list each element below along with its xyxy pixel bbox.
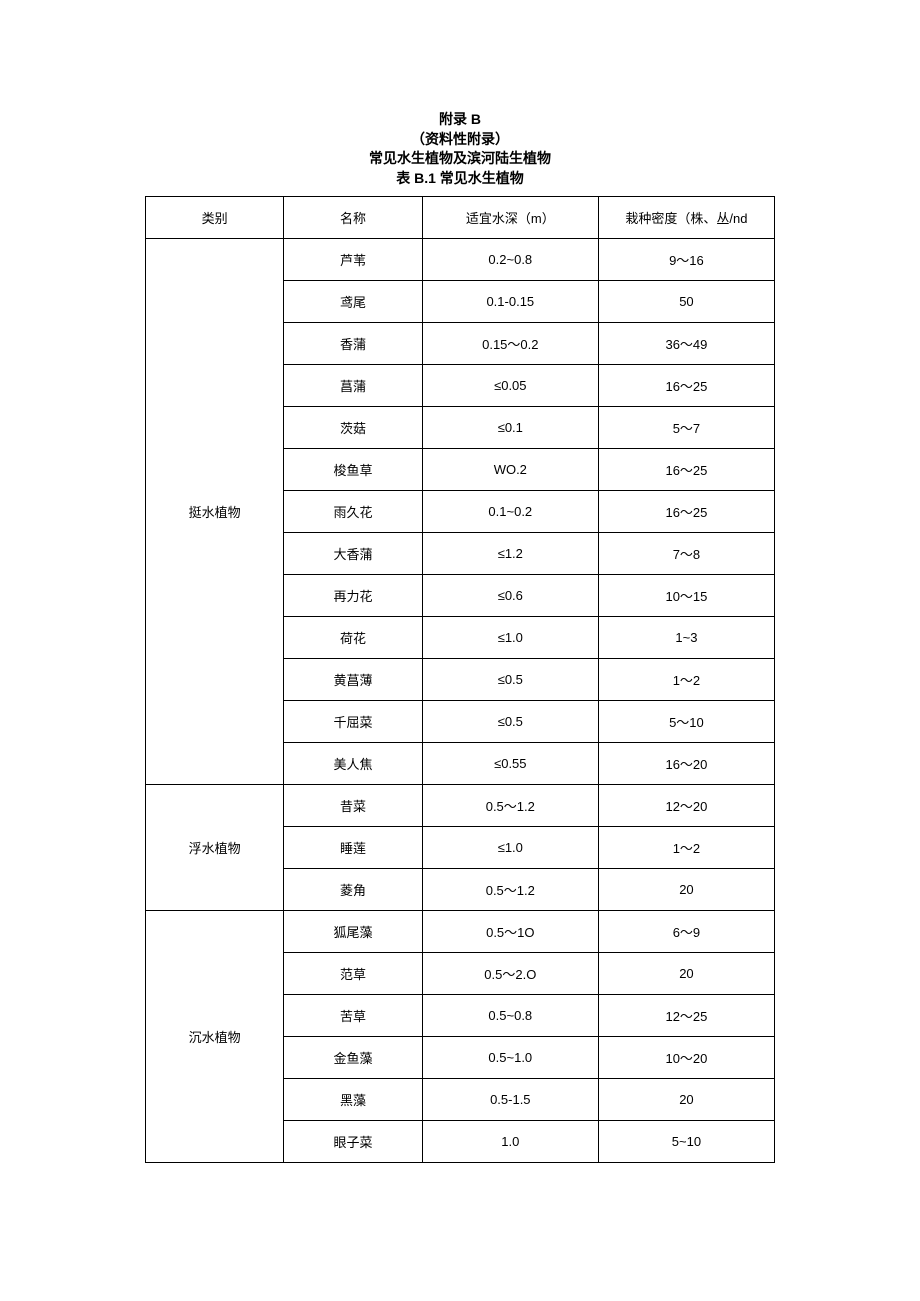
- depth-cell: ≤0.5: [422, 659, 598, 701]
- table-body: 挺水植物芦苇0.2~0.89～16鸢尾0.1-0.1550香蒲0.15～0.23…: [146, 239, 775, 1163]
- depth-cell: ≤1.0: [422, 827, 598, 869]
- table-row: 浮水植物昔菜0.5～1.212～20: [146, 785, 775, 827]
- depth-cell: 0.1~0.2: [422, 491, 598, 533]
- plant-name-cell: 狐尾藻: [284, 911, 422, 953]
- table-header-row: 类别 名称 适宜水深（m） 栽种密度（株、丛/nd: [146, 197, 775, 239]
- density-cell: 16～25: [598, 449, 774, 491]
- depth-cell: ≤0.5: [422, 701, 598, 743]
- plant-name-cell: 雨久花: [284, 491, 422, 533]
- category-cell: 浮水植物: [146, 785, 284, 911]
- density-cell: 9～16: [598, 239, 774, 281]
- column-header-density: 栽种密度（株、丛/nd: [598, 197, 774, 239]
- density-cell: 1~3: [598, 617, 774, 659]
- depth-cell: 0.5～1.2: [422, 785, 598, 827]
- aquatic-plants-table: 类别 名称 适宜水深（m） 栽种密度（株、丛/nd 挺水植物芦苇0.2~0.89…: [145, 196, 775, 1163]
- density-cell: 20: [598, 953, 774, 995]
- density-cell: 5~10: [598, 1121, 774, 1163]
- appendix-subtitle-2: 常见水生植物及滨河陆生植物: [145, 149, 775, 169]
- depth-cell: 1.0: [422, 1121, 598, 1163]
- depth-cell: ≤0.55: [422, 743, 598, 785]
- depth-cell: ≤0.1: [422, 407, 598, 449]
- density-cell: 36～49: [598, 323, 774, 365]
- depth-cell: 0.2~0.8: [422, 239, 598, 281]
- density-cell: 10～20: [598, 1037, 774, 1079]
- density-cell: 10～15: [598, 575, 774, 617]
- table-row: 沉水植物狐尾藻0.5～1O6～9: [146, 911, 775, 953]
- plant-name-cell: 芦苇: [284, 239, 422, 281]
- depth-cell: ≤0.6: [422, 575, 598, 617]
- plant-name-cell: 昔菜: [284, 785, 422, 827]
- plant-name-cell: 菱角: [284, 869, 422, 911]
- header-block: 附录 B （资料性附录） 常见水生植物及滨河陆生植物 表 B.1 常见水生植物: [145, 110, 775, 188]
- plant-name-cell: 梭鱼草: [284, 449, 422, 491]
- column-header-name: 名称: [284, 197, 422, 239]
- plant-name-cell: 黄菖薄: [284, 659, 422, 701]
- density-cell: 12～25: [598, 995, 774, 1037]
- appendix-subtitle-1: （资料性附录）: [145, 130, 775, 150]
- density-cell: 20: [598, 869, 774, 911]
- plant-name-cell: 鸢尾: [284, 281, 422, 323]
- depth-cell: 0.5~1.0: [422, 1037, 598, 1079]
- depth-cell: 0.5~0.8: [422, 995, 598, 1037]
- depth-cell: 0.1-0.15: [422, 281, 598, 323]
- plant-name-cell: 荷花: [284, 617, 422, 659]
- depth-cell: 0.5～2.O: [422, 953, 598, 995]
- density-cell: 20: [598, 1079, 774, 1121]
- density-cell: 5～10: [598, 701, 774, 743]
- appendix-title: 附录 B: [145, 110, 775, 130]
- depth-cell: 0.5～1.2: [422, 869, 598, 911]
- depth-cell: ≤1.0: [422, 617, 598, 659]
- plant-name-cell: 美人焦: [284, 743, 422, 785]
- plant-name-cell: 千屈菜: [284, 701, 422, 743]
- table-row: 挺水植物芦苇0.2~0.89～16: [146, 239, 775, 281]
- density-cell: 1～2: [598, 827, 774, 869]
- plant-name-cell: 黑藻: [284, 1079, 422, 1121]
- plant-name-cell: 范草: [284, 953, 422, 995]
- density-cell: 16～25: [598, 365, 774, 407]
- density-cell: 5～7: [598, 407, 774, 449]
- plant-name-cell: 茨菇: [284, 407, 422, 449]
- plant-name-cell: 再力花: [284, 575, 422, 617]
- density-cell: 7～8: [598, 533, 774, 575]
- plant-name-cell: 眼子菜: [284, 1121, 422, 1163]
- category-cell: 沉水植物: [146, 911, 284, 1163]
- depth-cell: 0.15～0.2: [422, 323, 598, 365]
- density-cell: 50: [598, 281, 774, 323]
- depth-cell: ≤1.2: [422, 533, 598, 575]
- plant-name-cell: 苦草: [284, 995, 422, 1037]
- plant-name-cell: 菖蒲: [284, 365, 422, 407]
- column-header-depth: 适宜水深（m）: [422, 197, 598, 239]
- category-cell: 挺水植物: [146, 239, 284, 785]
- depth-cell: 0.5～1O: [422, 911, 598, 953]
- table-title: 表 B.1 常见水生植物: [145, 169, 775, 189]
- depth-cell: WO.2: [422, 449, 598, 491]
- plant-name-cell: 大香蒲: [284, 533, 422, 575]
- density-cell: 16～20: [598, 743, 774, 785]
- depth-cell: 0.5-1.5: [422, 1079, 598, 1121]
- plant-name-cell: 金鱼藻: [284, 1037, 422, 1079]
- plant-name-cell: 香蒲: [284, 323, 422, 365]
- plant-name-cell: 睡莲: [284, 827, 422, 869]
- density-cell: 6～9: [598, 911, 774, 953]
- column-header-category: 类别: [146, 197, 284, 239]
- density-cell: 1～2: [598, 659, 774, 701]
- density-cell: 16～25: [598, 491, 774, 533]
- density-cell: 12～20: [598, 785, 774, 827]
- depth-cell: ≤0.05: [422, 365, 598, 407]
